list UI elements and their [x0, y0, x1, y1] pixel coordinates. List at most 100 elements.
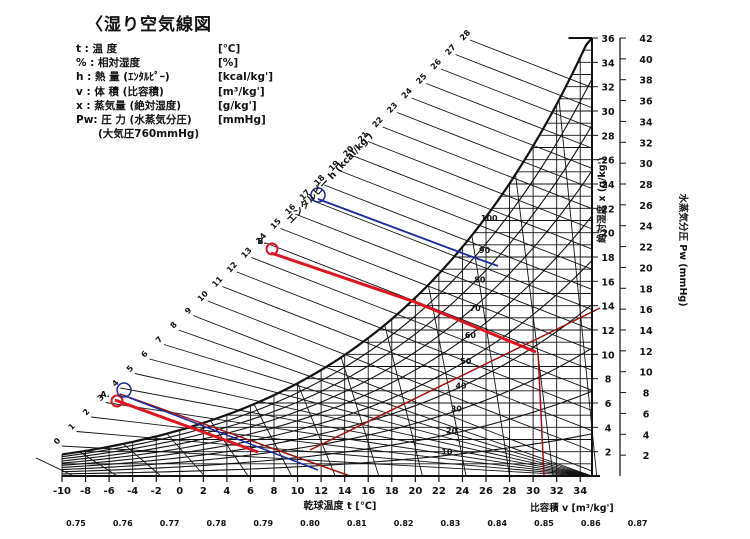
abs-humidity-tick-label: 8 [605, 375, 612, 386]
x-tick-label: 22 [432, 486, 446, 497]
enthalpy-line [324, 184, 593, 290]
point-a-marker [110, 394, 124, 408]
rh-curve [61, 170, 593, 462]
x-tick-label: 14 [338, 486, 352, 497]
enthalpy-line [91, 416, 593, 477]
enthalpy-tick-label: 1 [67, 421, 78, 432]
x-tick-label: 18 [385, 486, 399, 497]
process-lines [110, 187, 601, 477]
enthalpy-line [105, 402, 593, 477]
enthalpy-line [382, 126, 593, 210]
rh-curves [61, 37, 593, 475]
vapor-pressure-tick-label: 26 [639, 201, 653, 212]
x-tick-label: -8 [80, 486, 91, 497]
specific-volume-axis-label: 比容積 v [m³/kg'] [530, 502, 614, 514]
x-tick-label: 10 [291, 486, 305, 497]
enthalpy-line [309, 199, 593, 311]
enthalpy-line [207, 300, 593, 452]
point-b-marker [265, 242, 279, 256]
rh-curve-label: 60 [465, 331, 477, 340]
specific-volume-tick-label: 0.76 [113, 519, 133, 528]
specific-volume-line [514, 174, 554, 477]
vapor-pressure-tick-label: 12 [639, 347, 652, 358]
legend-row-vapor-pressure: Pw: 圧 力 (水蒸気分圧) [mmHg] [76, 114, 266, 127]
vapor-pressure-tick-label: 4 [643, 430, 650, 441]
x-tick-label: 2 [200, 486, 207, 497]
enthalpy-line [163, 344, 593, 477]
specific-volume-tick-label: 0.80 [300, 519, 320, 528]
enthalpy-tick-label: 4 [110, 378, 121, 389]
rh-curve-label: 100 [481, 214, 498, 223]
process-line-blue [124, 395, 319, 471]
x-axis-label: 乾球温度 t [℃] [304, 499, 377, 512]
vapor-pressure-tick-label: 6 [643, 409, 650, 420]
abs-humidity-tick-label: 34 [601, 58, 615, 69]
process-line-red [114, 398, 204, 434]
enthalpy-tick-label: 8 [169, 320, 180, 331]
vapor-pressure-tick-label: 34 [639, 117, 653, 128]
specific-volume-tick-label: 0.82 [394, 519, 414, 528]
vapor-pressure-axis-label: 水蒸気分圧 Pw (mmHg) [677, 193, 689, 306]
enthalpy-line [280, 228, 593, 351]
enthalpy-axis-label: エンタルピー h (kcal/kg') [284, 130, 375, 226]
enthalpy-line [134, 373, 593, 477]
enthalpy-tick-label: 9 [183, 305, 194, 316]
rh-curve-label: 70 [470, 304, 482, 313]
abs-humidity-tick-label: 2 [605, 448, 612, 459]
enthalpy-line [469, 39, 593, 88]
specific-volume-tick-label: 0.79 [253, 519, 273, 528]
chart-title: 〈湿り空気線図 [86, 15, 212, 35]
legend-row-specific-volume: v : 体 積 (比容積) [m³/kg'] [76, 85, 265, 98]
abs-humidity-tick-label: 20 [601, 229, 615, 240]
enthalpy-tick-label: 6 [139, 349, 150, 360]
x-tick-label: -4 [127, 486, 138, 497]
x-tick-label: 8 [271, 486, 278, 497]
vapor-pressure-tick-label: 10 [639, 368, 653, 379]
specific-volume-line [471, 235, 511, 477]
vapor-pressure-tick-label: 8 [643, 389, 650, 400]
vapor-pressure-tick-label: 16 [639, 305, 653, 316]
abs-humidity-tick-label: 36 [601, 34, 615, 45]
specific-volume-line [558, 99, 598, 477]
grid-lines [35, 37, 598, 477]
legend-row-relative-humidity: % : 相対湿度 [%] [76, 57, 239, 70]
x-tick-label: 34 [573, 486, 587, 497]
enthalpy-tick-label: 0 [52, 436, 63, 447]
enthalpy-line [338, 170, 593, 270]
x-tick-label: 30 [526, 486, 540, 497]
legend-row-absolute-humidity: x : 蒸気量 (絶対湿度) [g/kg'] [76, 99, 257, 112]
axes [61, 37, 626, 482]
process-line-red [414, 300, 537, 354]
point-b-enthalpy-circle [310, 187, 326, 203]
point-b-label: B. [257, 237, 266, 246]
abs-humidity-tick-label: 16 [601, 277, 615, 288]
process-line-red [270, 251, 416, 304]
x-tick-label: 28 [503, 486, 517, 497]
abs-humidity-tick-label: 10 [601, 350, 615, 361]
enthalpy-lines [61, 39, 593, 477]
enthalpy-line [178, 329, 593, 477]
abs-humidity-tick-label: 32 [601, 83, 614, 94]
abs-humidity-tick-label: 26 [601, 156, 615, 167]
enthalpy-line [426, 83, 593, 149]
abs-humidity-axis-label: 絶対湿度 x (g/kg') [596, 157, 608, 243]
specific-volume-tick-label: 0.77 [160, 519, 180, 528]
x-tick-label: 26 [479, 486, 493, 497]
specific-volume-line [340, 357, 380, 477]
vapor-pressure-tick-label: 30 [639, 159, 653, 170]
rh-curve-label: 20 [446, 426, 458, 435]
enthalpy-line [120, 387, 593, 477]
x-tick-label: 16 [361, 486, 375, 497]
rh-curve-label: 90 [479, 246, 491, 255]
enthalpy-line [455, 54, 593, 109]
enthalpy-tick-label: 2 [81, 407, 91, 417]
specific-volume-tick-label: 0.87 [628, 519, 648, 528]
enthalpy-tick-label: 7 [154, 335, 164, 345]
x-tick-label: -10 [53, 486, 71, 497]
rh-curve [61, 215, 593, 464]
enthalpy-line [353, 155, 593, 250]
vapor-pressure-tick-label: 2 [643, 451, 650, 462]
enthalpy-line [367, 141, 593, 230]
vapor-pressure-tick-label: 22 [639, 243, 652, 254]
